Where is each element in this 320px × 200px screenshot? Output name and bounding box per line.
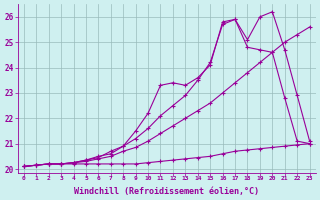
X-axis label: Windchill (Refroidissement éolien,°C): Windchill (Refroidissement éolien,°C) [74,187,259,196]
